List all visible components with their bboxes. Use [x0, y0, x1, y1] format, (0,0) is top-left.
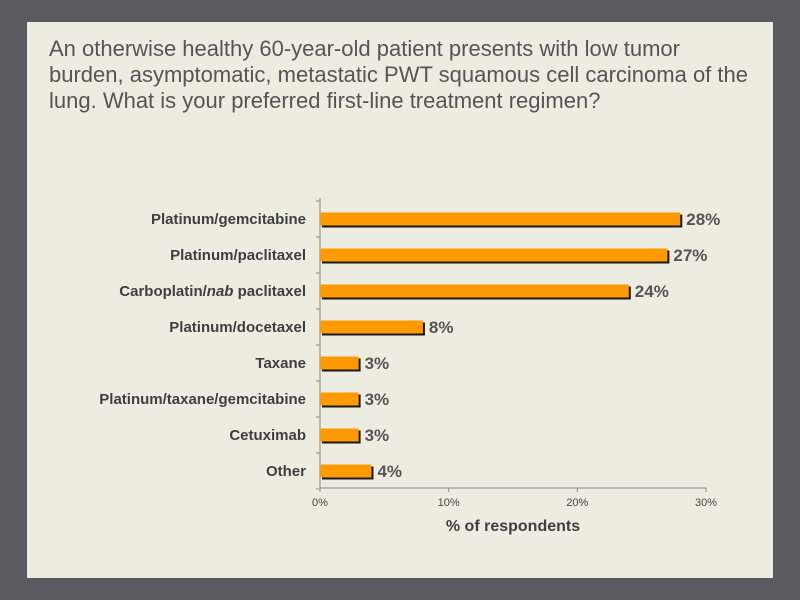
value-label: 8%: [429, 318, 454, 337]
category-label: Taxane: [255, 355, 306, 372]
category-label: Other: [266, 463, 306, 480]
x-tick-label: 30%: [695, 497, 717, 509]
x-tick-label: 0%: [312, 497, 328, 509]
value-label: 3%: [365, 354, 390, 373]
value-label: 28%: [686, 210, 720, 229]
bar: [320, 284, 629, 298]
category-label-part: Cetuximab: [229, 427, 306, 444]
value-label: 3%: [365, 390, 390, 409]
category-label-part: paclitaxel: [233, 283, 306, 300]
bar: [320, 428, 359, 442]
category-label-part: Platinum/docetaxel: [169, 319, 306, 336]
category-label: Platinum/taxane/gemcitabine: [99, 391, 306, 408]
x-tick-label: 20%: [566, 497, 588, 509]
value-label: 4%: [377, 462, 402, 481]
value-label: 27%: [673, 246, 707, 265]
bar-chart: 0% 10% 20% 30% % of respondents Platinum/gemc…: [99, 198, 720, 535]
bar: [320, 320, 423, 334]
category-label: Platinum/paclitaxel: [170, 247, 306, 264]
category-label-part: Carboplatin/: [119, 283, 207, 300]
category-label: Platinum/docetaxel: [169, 319, 306, 336]
bar: [320, 392, 359, 406]
category-label: Cetuximab: [229, 427, 306, 444]
category-label: Carboplatin/nab paclitaxel: [119, 283, 306, 300]
bar: [320, 212, 681, 226]
question-text: An otherwise healthy 60-year-old patient…: [49, 36, 748, 113]
x-tick-label: 10%: [438, 497, 460, 509]
category-label-part: Taxane: [255, 355, 306, 372]
x-axis-title: % of respondents: [446, 518, 580, 535]
category-label: Platinum/gemcitabine: [151, 211, 306, 228]
category-label-part: nab: [207, 283, 234, 300]
category-label-part: Platinum/gemcitabine: [151, 211, 306, 228]
category-label-part: Other: [266, 463, 306, 480]
value-label: 24%: [635, 282, 669, 301]
category-label-part: Platinum/paclitaxel: [170, 247, 306, 264]
bar: [320, 248, 668, 262]
bar: [320, 464, 372, 478]
value-label: 3%: [365, 426, 390, 445]
slide-panel: An otherwise healthy 60-year-old patient…: [27, 22, 773, 578]
category-label-part: Platinum/taxane/gemcitabine: [99, 391, 306, 408]
bar: [320, 356, 359, 370]
